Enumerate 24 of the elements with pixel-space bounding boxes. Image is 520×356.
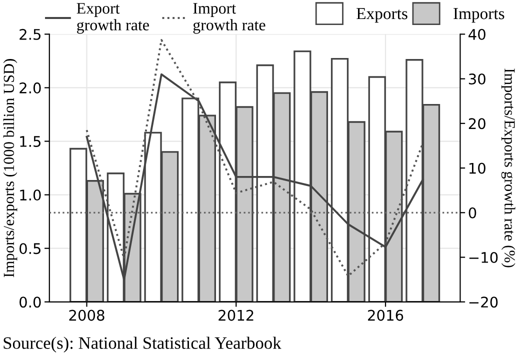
y2-tick-label: −20 xyxy=(469,296,498,308)
y2-tick-label: 30 xyxy=(468,74,486,85)
legend-label: Export growth rate xyxy=(76,3,149,34)
y2-axis-title: Imports/Exports growth rate (%) xyxy=(501,68,516,268)
legend-label: Import growth rate xyxy=(193,3,266,34)
source-note: Source(s): National Statistical Yearbook xyxy=(4,336,282,352)
legend-label: Imports xyxy=(454,8,504,23)
y-tick-label: 0.5 xyxy=(20,243,40,254)
legend-label: Exports xyxy=(356,8,408,23)
y-tick-label: 1.0 xyxy=(20,190,41,201)
x-tick-label: 2012 xyxy=(218,310,254,321)
y2-tick-label: 10 xyxy=(469,162,486,174)
y-axis-title: Imports/exports (1000 billion USD) xyxy=(3,59,18,278)
y2-tick-label: 20 xyxy=(468,118,486,130)
y2-tick-label: −10 xyxy=(469,252,498,264)
line-series xyxy=(86,39,424,277)
y-tick-label: 0.0 xyxy=(20,296,41,308)
y-tick-label: 2.5 xyxy=(20,28,40,40)
y2-tick-label: 0 xyxy=(468,207,476,218)
y-tick-label: 1.5 xyxy=(20,136,40,148)
y2-tick-label: 40 xyxy=(468,28,486,40)
x-tick-label: 2008 xyxy=(69,310,104,321)
x-tick-label: 2016 xyxy=(368,310,404,321)
y-tick-label: 2.0 xyxy=(20,82,41,94)
